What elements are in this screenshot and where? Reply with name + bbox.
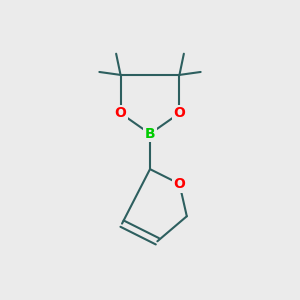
Text: O: O [173,177,185,191]
Text: O: O [173,106,185,120]
Text: B: B [145,127,155,141]
Text: O: O [115,106,127,120]
